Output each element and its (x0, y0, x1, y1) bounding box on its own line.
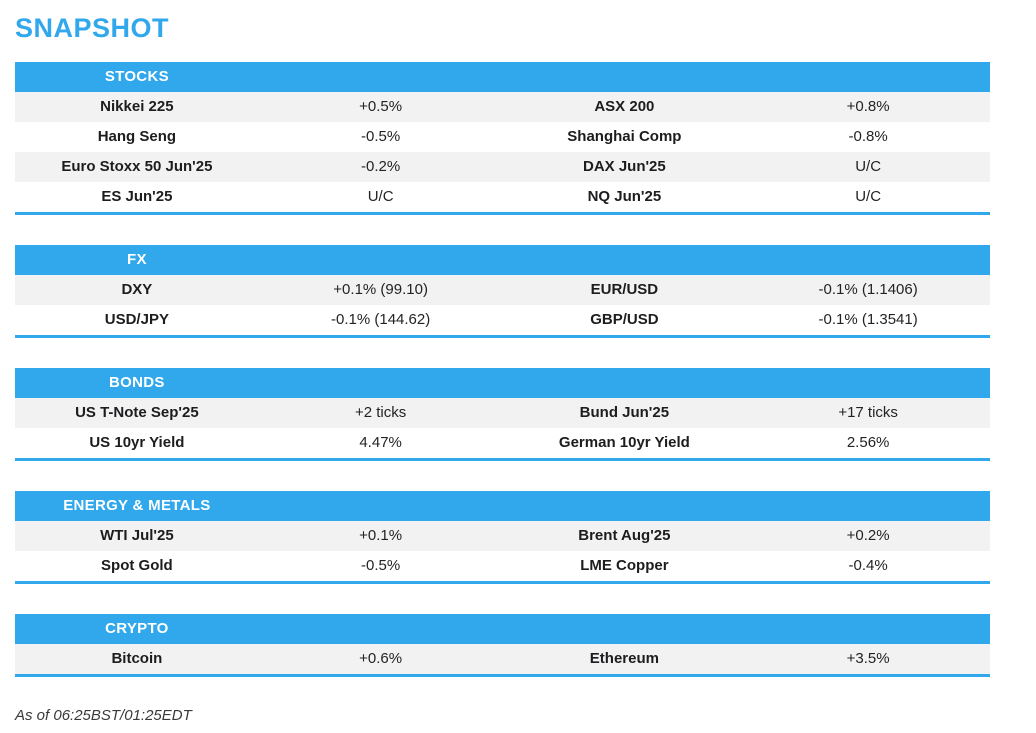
table-row: Hang Seng -0.5% Shanghai Comp -0.8% (15, 122, 990, 152)
instrument-name: Shanghai Comp (567, 127, 682, 145)
instrument-value: -0.1% (1.1406) (818, 280, 918, 298)
section-title: ENERGY & METALS (63, 496, 211, 514)
instrument-name: US T-Note Sep'25 (75, 403, 199, 421)
market-section-crypto: CRYPTO Bitcoin +0.6% Ethereum +3.5% (15, 613, 990, 677)
instrument-name: GBP/USD (590, 310, 659, 328)
section-header: FX (15, 244, 990, 275)
instrument-name: German 10yr Yield (558, 433, 690, 451)
instrument-value: U/C (855, 157, 882, 175)
page-title: SNAPSHOT (15, 13, 170, 43)
instrument-value: +17 ticks (838, 403, 898, 421)
instrument-name: Nikkei 225 (100, 97, 174, 115)
instrument-name: Brent Aug'25 (578, 526, 671, 544)
table-row: USD/JPY -0.1% (144.62) GBP/USD -0.1% (1.354… (15, 305, 990, 335)
instrument-value: +0.2% (846, 526, 890, 544)
instrument-name: Ethereum (589, 649, 659, 667)
market-section-fx: FX DXY +0.1% (99.10) EUR/USD -0.1% (1.1406) U… (15, 244, 990, 338)
instrument-value: +3.5% (846, 649, 890, 667)
instrument-name: DAX Jun'25 (582, 157, 666, 175)
table-row: Euro Stoxx 50 Jun'25 -0.2% DAX Jun'25 U/C (15, 151, 990, 182)
market-section-energy-metals: ENERGY & METALS WTI Jul'25 +0.1% Brent Aug'… (15, 490, 990, 584)
instrument-name: WTI Jul'25 (100, 526, 174, 544)
section-header: CRYPTO (15, 613, 990, 644)
instrument-value: -0.2% (361, 157, 401, 175)
instrument-value: -0.4% (848, 556, 888, 574)
section-header: BONDS (15, 367, 990, 398)
instrument-value: +0.8% (846, 97, 890, 115)
instrument-name: ASX 200 (594, 97, 655, 115)
market-section-bonds: BONDS US T-Note Sep'25 +2 ticks Bund Jun'25… (15, 367, 990, 461)
table-row: DXY +0.1% (99.10) EUR/USD -0.1% (1.1406) (15, 274, 990, 305)
table-row: Bitcoin +0.6% Ethereum +3.5% (15, 643, 990, 674)
snapshot-tables: STOCKS Nikkei 225 +0.5% ASX 200 +0.8% Hang Se… (15, 61, 1036, 677)
instrument-value: +0.1% (359, 526, 403, 544)
market-section-stocks: STOCKS Nikkei 225 +0.5% ASX 200 +0.8% Hang Se… (15, 61, 990, 215)
section-title: FX (126, 250, 147, 268)
instrument-value: +0.6% (359, 649, 403, 667)
section-title: BONDS (109, 373, 165, 391)
instrument-name: Spot Gold (101, 556, 173, 574)
section-header: ENERGY & METALS (15, 490, 990, 521)
section-header: STOCKS (15, 61, 990, 92)
table-row: ES Jun'25 U/C NQ Jun'25 U/C (15, 182, 990, 212)
instrument-value: +0.5% (359, 97, 403, 115)
instrument-name: Hang Seng (97, 127, 177, 145)
instrument-name: USD/JPY (104, 310, 169, 328)
instrument-value: -0.1% (144.62) (331, 310, 431, 328)
instrument-name: LME Copper (580, 556, 669, 574)
section-title: STOCKS (104, 67, 169, 85)
instrument-name: Bitcoin (111, 649, 163, 667)
instrument-name: Euro Stoxx 50 Jun'25 (61, 157, 213, 175)
timestamp: As of 06:25BST/01:25EDT (15, 706, 192, 724)
instrument-value: U/C (855, 187, 882, 205)
instrument-name: ES Jun'25 (101, 187, 173, 205)
instrument-value: -0.8% (848, 127, 888, 145)
table-row: WTI Jul'25 +0.1% Brent Aug'25 +0.2% (15, 520, 990, 551)
instrument-name: US 10yr Yield (89, 433, 185, 451)
instrument-value: U/C (367, 187, 394, 205)
instrument-name: DXY (121, 280, 153, 298)
instrument-name: EUR/USD (590, 280, 659, 298)
instrument-value: 4.47% (359, 433, 402, 451)
instrument-value: -0.5% (361, 556, 401, 574)
table-row: Nikkei 225 +0.5% ASX 200 +0.8% (15, 91, 990, 122)
instrument-value: 2.56% (846, 433, 890, 451)
table-row: Spot Gold -0.5% LME Copper -0.4% (15, 551, 990, 581)
table-row: US 10yr Yield 4.47% German 10yr Yield 2.56% (15, 428, 990, 458)
instrument-name: Bund Jun'25 (579, 403, 670, 421)
table-row: US T-Note Sep'25 +2 ticks Bund Jun'25 +17 t… (15, 397, 990, 428)
instrument-value: +2 ticks (354, 403, 407, 421)
instrument-value: -0.5% (361, 127, 401, 145)
instrument-name: NQ Jun'25 (587, 187, 662, 205)
section-title: CRYPTO (105, 619, 169, 637)
instrument-value: +0.1% (99.10) (333, 280, 428, 298)
instrument-value: -0.1% (1.3541) (818, 310, 918, 328)
